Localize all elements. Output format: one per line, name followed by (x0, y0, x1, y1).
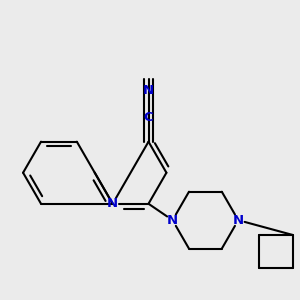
Text: C: C (144, 111, 153, 124)
Text: N: N (107, 197, 118, 210)
Text: N: N (143, 84, 154, 97)
Text: N: N (233, 214, 244, 227)
Text: N: N (167, 214, 178, 227)
